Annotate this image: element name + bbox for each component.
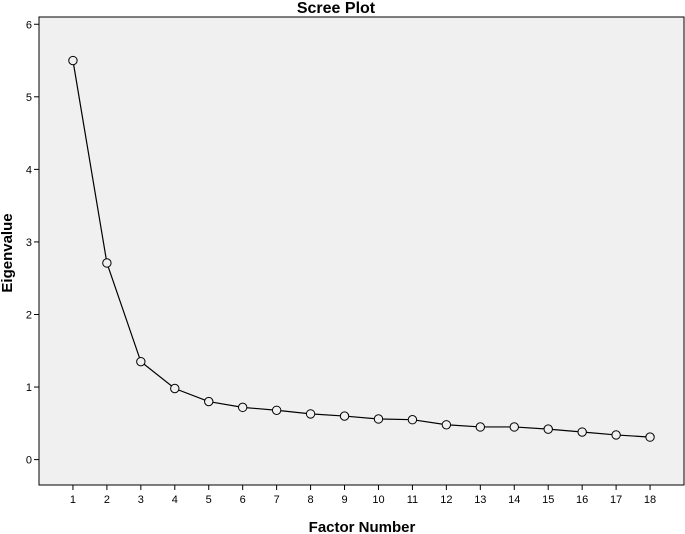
data-point-18: [645, 432, 655, 442]
data-point-5: [204, 396, 214, 407]
y-tick-label-4: 4: [26, 164, 32, 176]
x-tick-label-7: 7: [274, 494, 280, 506]
x-tick-label-3: 3: [138, 494, 144, 506]
x-tick-label-10: 10: [372, 494, 384, 506]
x-tick-label-4: 4: [172, 494, 178, 506]
x-tick-label-6: 6: [240, 494, 246, 506]
x-axis-label: Factor Number: [309, 519, 416, 534]
y-tick-label-0: 0: [26, 455, 32, 467]
x-tick-label-9: 9: [341, 494, 347, 506]
data-point-11: [407, 414, 418, 425]
y-tick-label-3: 3: [26, 237, 32, 249]
y-tick-label-2: 2: [26, 309, 32, 321]
x-tick-label-11: 11: [407, 494, 418, 506]
data-point-4: [170, 383, 180, 394]
data-point-2: [102, 258, 112, 268]
x-tick-label-16: 16: [576, 494, 588, 506]
data-point-10: [373, 414, 384, 424]
data-point-8: [305, 409, 316, 419]
x-tick-label-13: 13: [474, 494, 486, 506]
x-axis: 1 2 3 4 5 6 7 8 9 10 11 12 13 14 15 16 17 18: [70, 485, 656, 506]
x-tick-label-5: 5: [206, 494, 212, 506]
series-line: [72, 60, 651, 438]
data-point-17: [611, 430, 621, 440]
data-point-6: [237, 402, 248, 413]
data-point-13: [475, 422, 486, 432]
x-tick-label-12: 12: [440, 494, 452, 506]
data-point-14: [509, 422, 519, 432]
y-tick-label-6: 6: [26, 19, 32, 31]
y-tick-label-1: 1: [26, 382, 32, 394]
y-axis-label: Eigenvalue: [0, 213, 16, 292]
data-point-7: [271, 405, 282, 415]
x-tick-label-2: 2: [104, 494, 110, 506]
plot-area: [38, 16, 685, 486]
x-tick-label-15: 15: [542, 494, 554, 506]
data-point-12: [441, 420, 452, 430]
data-point-1: [68, 55, 78, 66]
data-point-16: [577, 427, 587, 437]
y-axis: 0 1 2 3 4 5 6: [26, 19, 39, 467]
x-tick-label-14: 14: [508, 494, 520, 506]
chart-title: Scree Plot: [297, 0, 376, 17]
x-tick-label-18: 18: [644, 494, 656, 506]
data-point-3: [136, 356, 146, 367]
data-point-15: [543, 424, 553, 434]
x-tick-label-1: 1: [70, 494, 76, 506]
x-tick-label-8: 8: [308, 494, 314, 506]
series-eigenvalues: [68, 55, 655, 442]
data-point-9: [339, 411, 350, 421]
x-tick-label-17: 17: [610, 494, 622, 506]
y-tick-label-5: 5: [26, 92, 32, 104]
